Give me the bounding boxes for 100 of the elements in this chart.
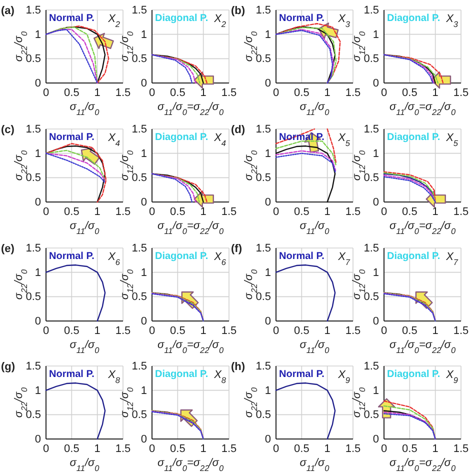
x-axis-title: σ$_{11}$/σ$_{0}$ xyxy=(70,101,100,116)
y-tick-label: 0 xyxy=(140,196,147,209)
y-tick-label: 0.5 xyxy=(26,53,41,66)
annotation: X$_{4}$ xyxy=(107,132,120,148)
x-tick-label: 1.5 xyxy=(115,324,131,337)
y-tick-label: 0 xyxy=(264,196,271,209)
x-tick-label: 1 xyxy=(432,324,438,337)
x-tick-label: 1 xyxy=(94,324,100,337)
y-tick-label: 1 xyxy=(34,266,41,279)
x-axis-title: σ$_{11}$/σ$_{0}$ xyxy=(300,101,330,116)
annotation: Diagonal P. xyxy=(155,251,208,262)
x-tick-label: 0 xyxy=(272,324,280,337)
y-tick-label: 1.5 xyxy=(26,360,41,373)
x-tick-label: 0 xyxy=(380,206,388,218)
x-tick-label: 1.5 xyxy=(345,442,361,455)
x-tick-label: 0 xyxy=(272,442,280,455)
annotation: Diagonal P. xyxy=(387,251,440,262)
y-tick-label: 0 xyxy=(372,434,379,446)
x-tick-label: 1.5 xyxy=(221,86,237,99)
y-tick-label: 1 xyxy=(372,148,379,160)
x-tick-label: 1.5 xyxy=(115,86,131,99)
y-tick-label: 0.5 xyxy=(364,53,379,66)
chart-title: (e) xyxy=(1,243,15,255)
x-tick-label: 0.5 xyxy=(64,206,80,218)
x-tick-label: 0.5 xyxy=(64,324,80,337)
y-tick-label: 1.5 xyxy=(26,242,41,255)
x-tick-label: 0 xyxy=(42,86,50,99)
x-tick-label: 0.5 xyxy=(170,86,186,99)
x-tick-label: 1.5 xyxy=(221,324,237,337)
x-tick-label: 1 xyxy=(200,324,206,337)
y-tick-label: 0.5 xyxy=(256,291,271,304)
y-tick-label: 0 xyxy=(140,316,147,328)
y-tick-label: 1.5 xyxy=(256,124,271,136)
x-tick-label: 1.5 xyxy=(115,206,131,218)
annotation: X$_{3}$ xyxy=(445,13,458,28)
x-axis-title: σ$_{11}$/σ$_{0}$=σ$_{22}$/σ$_{0}$ xyxy=(157,457,224,472)
annotation: Diagonal P. xyxy=(387,132,440,143)
x-tick-label: 1 xyxy=(432,206,438,218)
line-series xyxy=(275,382,336,440)
y-tick-label: 1 xyxy=(372,266,379,279)
y-tick-label: 0.5 xyxy=(364,291,379,304)
annotation: X$_{2}$ xyxy=(213,13,226,28)
y-tick-label: 1.5 xyxy=(26,124,41,136)
x-tick-label: 0 xyxy=(380,86,388,99)
x-axis-title: σ$_{11}$/σ$_{0}$ xyxy=(70,220,100,236)
chart-title: (g) xyxy=(1,361,16,373)
annotation: Normal P. xyxy=(49,251,95,262)
x-tick-label: 1 xyxy=(200,442,206,455)
y-tick-label: 0.5 xyxy=(256,53,271,66)
annotation: X$_{8}$ xyxy=(107,369,120,384)
x-tick-label: 0 xyxy=(148,442,156,455)
annotation: X$_{4}$ xyxy=(213,132,226,148)
x-tick-label: 1.5 xyxy=(453,324,469,337)
annotation: Diagonal P. xyxy=(155,369,208,380)
x-tick-label: 0 xyxy=(380,442,388,455)
line-series xyxy=(45,264,106,322)
y-tick-label: 1 xyxy=(264,28,271,41)
x-axis-title: σ$_{11}$/σ$_{0}$=σ$_{22}$/σ$_{0}$ xyxy=(157,220,224,236)
annotation: X$_{8}$ xyxy=(213,369,226,384)
y-tick-label: 1.5 xyxy=(364,360,379,373)
x-tick-label: 0 xyxy=(380,324,388,337)
y-tick-label: 0 xyxy=(34,316,41,328)
x-axis-title: σ$_{11}$/σ$_{0}$=σ$_{22}$/σ$_{0}$ xyxy=(157,339,224,354)
y-tick-label: 0.5 xyxy=(132,172,147,184)
chart-title: (a) xyxy=(1,5,15,17)
x-tick-label: 0 xyxy=(272,86,280,99)
x-tick-label: 1.5 xyxy=(221,206,237,218)
y-tick-label: 0.5 xyxy=(132,409,147,422)
x-tick-label: 1.5 xyxy=(221,442,237,455)
y-tick-label: 0.5 xyxy=(256,172,271,184)
y-tick-label: 0 xyxy=(372,78,379,90)
y-tick-label: 1 xyxy=(372,384,379,397)
annotation: X$_{9}$ xyxy=(337,369,350,384)
x-tick-label: 1.5 xyxy=(345,324,361,337)
y-tick-label: 0 xyxy=(140,78,147,90)
x-tick-label: 0 xyxy=(42,324,50,337)
annotation: X$_{6}$ xyxy=(213,251,226,266)
annotation: X$_{6}$ xyxy=(107,251,120,266)
y-tick-label: 0.5 xyxy=(132,53,147,66)
x-tick-label: 0 xyxy=(148,206,156,218)
y-tick-label: 0 xyxy=(264,316,271,328)
y-tick-label: 1 xyxy=(264,148,271,160)
y-tick-label: 0 xyxy=(372,196,379,209)
annotation: Normal P. xyxy=(49,132,95,143)
chart-title: (h) xyxy=(231,361,246,373)
annotation: Diagonal P. xyxy=(155,132,208,143)
y-tick-label: 1 xyxy=(140,266,147,279)
x-tick-label: 1 xyxy=(200,86,206,99)
x-tick-label: 1 xyxy=(94,86,100,99)
chart-title: (b) xyxy=(231,5,246,17)
x-tick-label: 0.5 xyxy=(294,86,310,99)
y-tick-label: 0 xyxy=(34,434,41,446)
x-tick-label: 1 xyxy=(324,86,330,99)
y-tick-label: 1.5 xyxy=(256,4,271,17)
y-tick-label: 1 xyxy=(34,384,41,397)
y-tick-label: 1.5 xyxy=(364,242,379,255)
y-tick-label: 0.5 xyxy=(364,172,379,184)
x-tick-label: 0.5 xyxy=(402,206,418,218)
x-tick-label: 1.5 xyxy=(345,86,361,99)
x-tick-label: 0.5 xyxy=(402,442,418,455)
